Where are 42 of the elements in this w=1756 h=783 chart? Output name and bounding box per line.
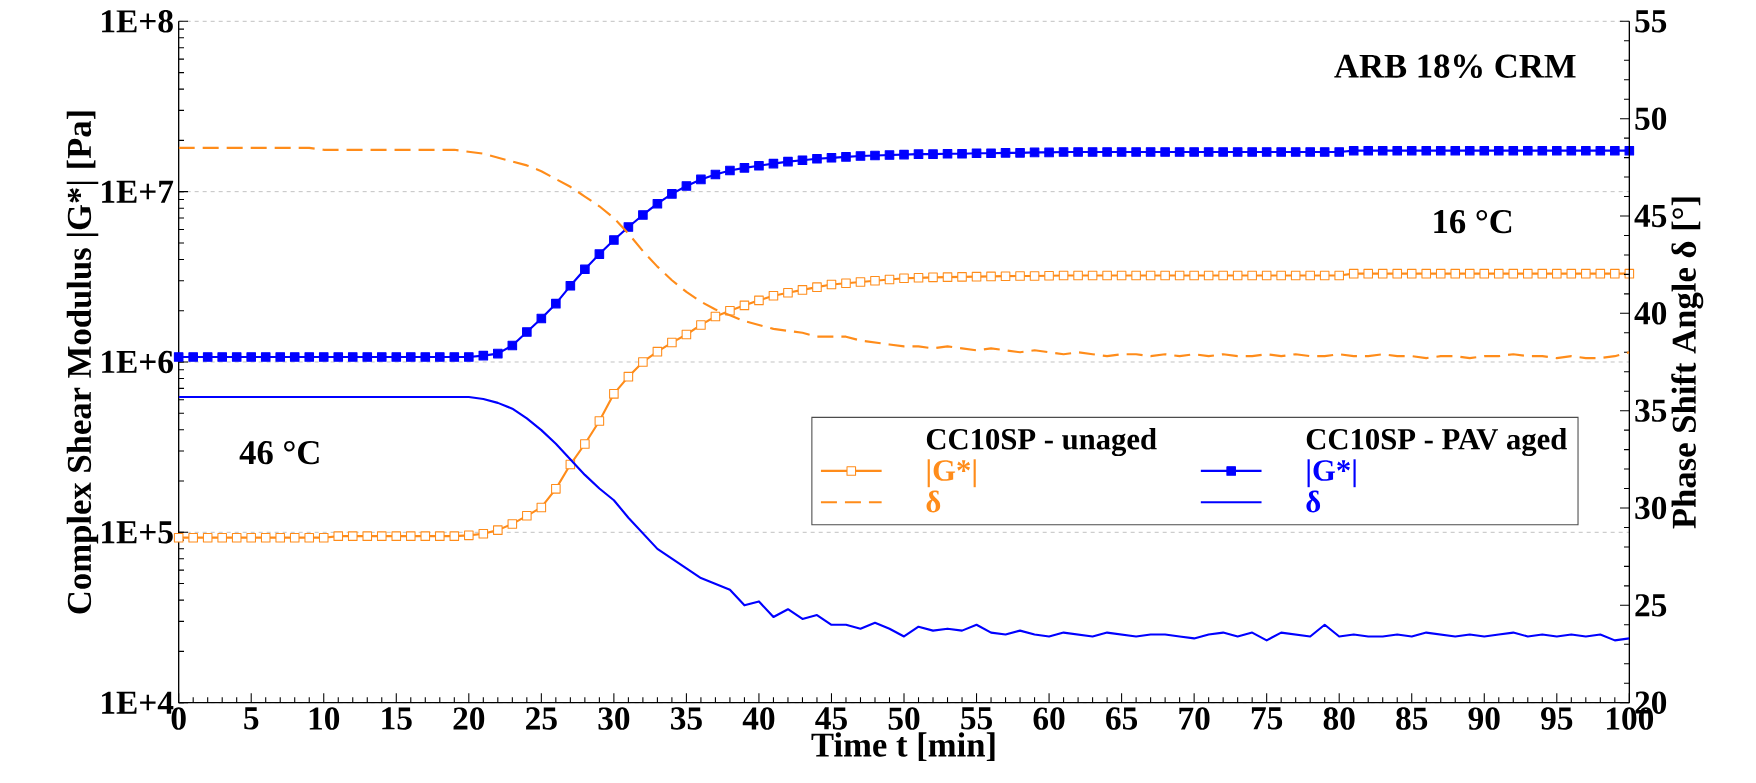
y2-tick-label: 30	[1635, 496, 1667, 520]
x-tick-label: 40	[742, 707, 775, 731]
y-tick-label: 1E+7	[102, 180, 174, 203]
x-tick-label: 30	[598, 707, 630, 731]
x-tick-label: 10	[309, 707, 340, 731]
x-tick-label: 90	[1468, 707, 1500, 731]
x-tick-label: 50	[888, 707, 920, 731]
x-tick-label: 60	[1033, 707, 1065, 731]
legend-label: δ	[926, 490, 941, 513]
legend-label: δ	[1306, 490, 1321, 513]
annotation: 46 °C	[239, 441, 319, 465]
y-tick-label: 1E+5	[102, 521, 173, 544]
x-tick-label: 80	[1323, 707, 1355, 731]
y-tick-label: 1E+8	[102, 10, 173, 33]
x-tick-label: 55	[961, 707, 992, 730]
y2-tick-label: 40	[1634, 302, 1667, 325]
y2-tick-label: 55	[1635, 10, 1667, 33]
legend-label: |G*|	[1307, 459, 1356, 488]
x-tick-label: 35	[671, 707, 702, 730]
x-axis-title: Time t [min]	[811, 732, 995, 762]
legend-label: |G*|	[927, 459, 976, 488]
x-tick-label: 20	[453, 707, 485, 731]
y-tick-label: 1E+6	[102, 350, 173, 374]
annotation: CC10SP - PAV aged	[1306, 428, 1567, 457]
x-tick-label: 95	[1541, 707, 1573, 730]
x-tick-label: 85	[1396, 707, 1428, 731]
y-axis-title: Complex Shear Modulus |G*| [Pa]	[66, 111, 99, 614]
y2-tick-label: 50	[1635, 107, 1667, 131]
x-tick-label: 15	[382, 707, 412, 730]
y2-axis-title: Phase Shift Angle δ [°]	[1671, 197, 1704, 529]
x-tick-label: 75	[1251, 707, 1283, 730]
annotation: ARB 18% CRM	[1334, 54, 1576, 79]
x-tick-label: 5	[244, 707, 259, 730]
x-tick-label: 70	[1179, 707, 1210, 731]
annotation: CC10SP - unaged	[926, 428, 1157, 457]
x-tick-label: 65	[1106, 707, 1138, 730]
y2-tick-label: 45	[1634, 205, 1667, 228]
annotation: 16 °C	[1434, 210, 1512, 234]
x-tick-label: 25	[526, 707, 557, 730]
x-tick-label: 45	[815, 707, 847, 730]
y2-tick-label: 35	[1635, 399, 1667, 423]
y2-tick-label: 25	[1635, 594, 1667, 617]
